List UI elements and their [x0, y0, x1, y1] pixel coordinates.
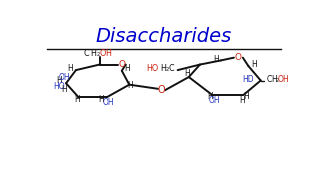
Text: O: O [118, 60, 125, 69]
Text: H: H [90, 49, 96, 58]
Text: H: H [271, 75, 277, 84]
Text: H: H [207, 92, 213, 101]
Text: C: C [83, 49, 89, 58]
Text: O: O [158, 85, 165, 94]
Text: H: H [124, 64, 130, 73]
Text: 2: 2 [166, 67, 169, 72]
Text: H: H [239, 96, 245, 105]
Text: H: H [128, 81, 133, 90]
Text: H: H [56, 76, 62, 85]
Text: H: H [98, 95, 104, 104]
Text: HD: HD [243, 75, 254, 84]
Text: H: H [214, 55, 220, 64]
Text: O: O [278, 75, 284, 84]
Text: HO: HO [147, 64, 159, 73]
Text: H: H [251, 60, 257, 69]
Text: HO: HO [53, 82, 64, 91]
Text: H: H [160, 64, 166, 73]
Text: H: H [282, 75, 288, 84]
Text: 2: 2 [276, 78, 279, 83]
Text: C: C [266, 75, 272, 84]
Text: H: H [67, 64, 73, 73]
Text: OH: OH [59, 73, 71, 82]
Text: OH: OH [209, 96, 221, 105]
Text: H: H [74, 95, 80, 104]
Text: O: O [99, 49, 105, 58]
Text: Disaccharides: Disaccharides [96, 27, 232, 46]
Text: OH: OH [102, 98, 114, 107]
Text: O: O [235, 53, 242, 62]
Text: H: H [61, 86, 67, 94]
Text: H: H [243, 92, 249, 101]
Text: 2: 2 [97, 52, 100, 57]
Text: H: H [185, 69, 190, 78]
Text: H: H [105, 49, 111, 58]
Text: C: C [169, 64, 174, 73]
